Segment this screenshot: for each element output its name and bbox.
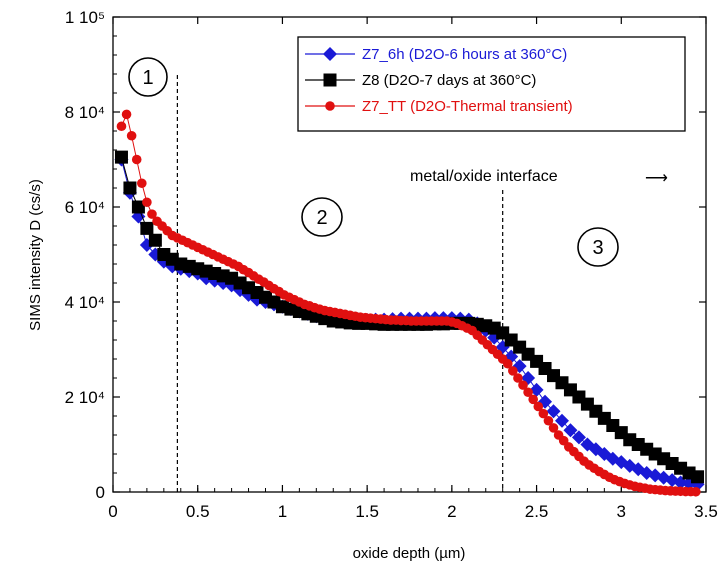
data-point-circle: [543, 415, 554, 426]
data-point-circle: [121, 109, 132, 120]
region-2-label: 2: [316, 207, 327, 229]
data-point-square: [148, 233, 162, 247]
series-circle: [116, 109, 701, 497]
legend-label: Z8 (D2O-7 days at 360°C): [362, 72, 536, 89]
y-tick-label: 1 10⁵: [65, 8, 105, 27]
legend: Z7_6h (D2O-6 hours at 360°C) Z8 (D2O-7 da…: [297, 36, 686, 132]
legend-marker-square: [323, 73, 337, 87]
legend-marker-diamond: [323, 47, 337, 61]
legend-label: Z7_6h (D2O-6 hours at 360°C): [362, 46, 567, 63]
legend-marker-circle: [325, 101, 335, 111]
y-tick-label: 0: [96, 483, 105, 502]
data-point-circle: [533, 401, 544, 412]
data-point-circle: [523, 387, 533, 398]
x-tick-label: 3: [617, 502, 626, 521]
data-point-square: [123, 181, 137, 195]
data-point-circle: [513, 373, 523, 383]
data-point-square: [114, 150, 128, 164]
data-point-circle: [142, 197, 152, 208]
data-point-circle: [518, 380, 528, 390]
data-point-circle: [502, 358, 513, 369]
interface-arrow: ⟶: [645, 170, 668, 187]
data-point-diamond: [563, 423, 578, 438]
y-tick-label: 6 10⁴: [65, 198, 105, 217]
legend-label: Z7_TT (D2O-Thermal transient): [362, 98, 573, 115]
region-2-marker: 2: [301, 197, 343, 237]
x-tick-label: 2: [447, 502, 456, 521]
region-3-marker: 3: [577, 227, 619, 267]
y-tick-label: 2 10⁴: [65, 388, 105, 407]
region-3-label: 3: [592, 237, 603, 259]
data-point-square: [131, 200, 145, 214]
region-1-marker: 1: [128, 57, 168, 97]
x-tick-label: 2.5: [525, 502, 549, 521]
data-point-circle: [508, 366, 518, 376]
x-axis-ticks: 0 0.5 1 1.5 2 2.5 3 3.5: [108, 17, 718, 521]
y-tick-label: 8 10⁴: [65, 103, 105, 122]
data-point-diamond: [571, 430, 586, 445]
y-tick-label: 4 10⁴: [65, 293, 105, 312]
data-point-diamond: [529, 382, 544, 397]
data-point-square: [691, 470, 705, 484]
data-point-circle: [691, 486, 701, 497]
data-point-circle: [116, 121, 127, 132]
data-point-circle: [137, 178, 147, 189]
y-axis-title: SIMS intensity D (cs/s): [27, 179, 44, 331]
data-point-diamond: [554, 413, 569, 428]
data-point-circle: [147, 209, 157, 219]
region-1-label: 1: [142, 67, 153, 89]
data-point-circle: [528, 394, 538, 405]
x-tick-label: 0: [108, 502, 117, 521]
data-point-circle: [538, 408, 549, 419]
y-axis-ticks: 0 2 10⁴ 4 10⁴ 6 10⁴ 8 10⁴ 1 10⁵: [65, 8, 706, 502]
x-axis-title: oxide depth (µm): [353, 545, 466, 562]
x-tick-label: 0.5: [186, 502, 210, 521]
data-series: [114, 109, 705, 497]
data-point-circle: [548, 423, 559, 433]
data-point-circle: [126, 130, 137, 141]
interface-annotation: metal/oxide interface: [410, 168, 558, 185]
x-tick-label: 1.5: [355, 502, 379, 521]
data-point-square: [140, 221, 154, 235]
data-point-circle: [131, 154, 142, 165]
data-point-diamond: [546, 404, 561, 419]
legend-box: [297, 36, 686, 132]
x-tick-label: 1: [278, 502, 287, 521]
x-tick-label: 3.5: [694, 502, 718, 521]
